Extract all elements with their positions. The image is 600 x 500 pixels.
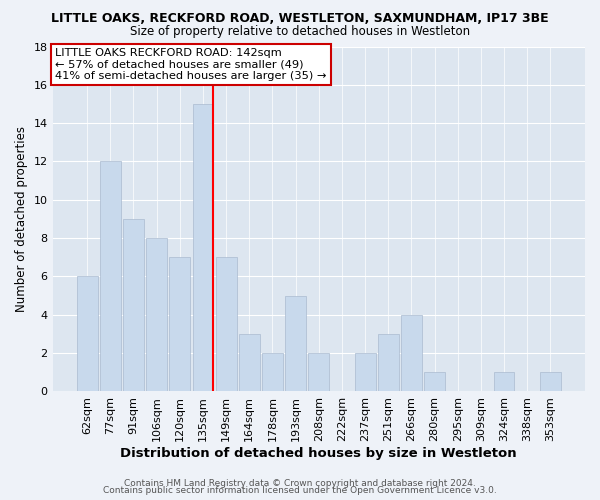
Bar (424, 372, 445, 392)
Bar (494, 372, 514, 392)
Bar (239, 334, 260, 392)
X-axis label: Distribution of detached houses by size in Westleton: Distribution of detached houses by size … (121, 447, 517, 460)
Bar (540, 372, 561, 392)
Bar (146, 238, 167, 392)
Bar (308, 353, 329, 392)
Bar (193, 104, 214, 392)
Text: LITTLE OAKS RECKFORD ROAD: 142sqm
← 57% of detached houses are smaller (49)
41% : LITTLE OAKS RECKFORD ROAD: 142sqm ← 57% … (55, 48, 326, 82)
Text: Size of property relative to detached houses in Westleton: Size of property relative to detached ho… (130, 25, 470, 38)
Text: Contains HM Land Registry data © Crown copyright and database right 2024.: Contains HM Land Registry data © Crown c… (124, 478, 476, 488)
Bar (100, 162, 121, 392)
Text: Contains public sector information licensed under the Open Government Licence v3: Contains public sector information licen… (103, 486, 497, 495)
Y-axis label: Number of detached properties: Number of detached properties (15, 126, 28, 312)
Bar (285, 296, 306, 392)
Bar (77, 276, 98, 392)
Bar (169, 258, 190, 392)
Bar (123, 219, 144, 392)
Bar (262, 353, 283, 392)
Bar (216, 258, 236, 392)
Bar (378, 334, 398, 392)
Bar (401, 315, 422, 392)
Text: LITTLE OAKS, RECKFORD ROAD, WESTLETON, SAXMUNDHAM, IP17 3BE: LITTLE OAKS, RECKFORD ROAD, WESTLETON, S… (51, 12, 549, 26)
Bar (355, 353, 376, 392)
